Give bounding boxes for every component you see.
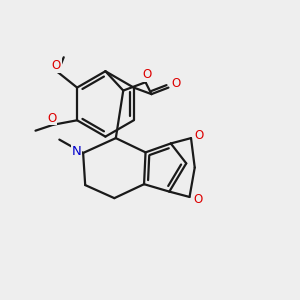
Text: O: O bbox=[195, 129, 204, 142]
Text: O: O bbox=[193, 193, 203, 206]
Text: N: N bbox=[72, 145, 82, 158]
Text: O: O bbox=[142, 68, 152, 81]
Text: O: O bbox=[171, 76, 181, 90]
Text: O: O bbox=[47, 112, 56, 125]
Text: O: O bbox=[52, 59, 61, 72]
